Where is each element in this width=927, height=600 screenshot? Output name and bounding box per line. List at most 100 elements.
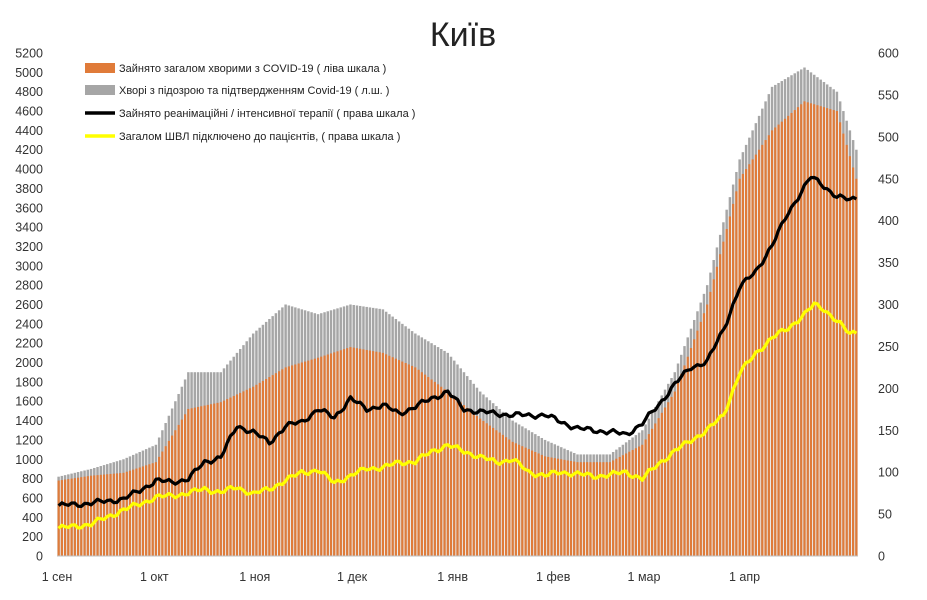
bar-occupied [683, 365, 686, 556]
x-tick-label: 1 ноя [239, 570, 270, 584]
y-left-tick-label: 0 [36, 550, 43, 564]
y-right-tick-label: 550 [878, 88, 899, 102]
bar-occupied [696, 330, 699, 556]
bar-occupied [472, 413, 475, 556]
bar-occupied [67, 479, 70, 556]
bar-occupied [193, 407, 196, 556]
bar-occupied [569, 461, 573, 556]
bar-occupied [537, 453, 540, 556]
y-left-tick-label: 2600 [15, 298, 43, 312]
bar-occupied [89, 475, 93, 556]
bar-occupied [391, 357, 394, 556]
x-tick-label: 1 янв [437, 570, 468, 584]
bar-occupied [816, 105, 819, 556]
bar-occupied [93, 475, 96, 556]
bar-occupied [86, 476, 89, 556]
bar-occupied [845, 144, 848, 556]
y-axis-right: 0 50 100 150 200 250 300 350 400 450 500 550 600 [878, 47, 899, 564]
legend-label: Зайнято загалом хворими з COVID-19 ( лів… [119, 63, 386, 75]
bar-occupied [213, 403, 216, 556]
bar-occupied [297, 363, 300, 556]
bar-occupied [852, 167, 855, 556]
bar-occupied [346, 348, 349, 556]
bar-occupied [492, 427, 495, 556]
bar-occupied [621, 455, 624, 556]
bar-occupied [287, 366, 290, 556]
bar-occupied [190, 408, 193, 556]
bar-occupied [398, 360, 401, 556]
bar-occupied [229, 397, 232, 556]
bar-occupied [560, 459, 563, 556]
bar-occupied [680, 374, 683, 556]
bar-occupied [83, 476, 86, 556]
bar-occupied [725, 229, 728, 557]
bar-occupied [417, 369, 420, 556]
bar-occupied [333, 352, 336, 556]
bar-occupied [835, 111, 839, 556]
bar-occupied [855, 178, 858, 556]
bar-occupied [449, 394, 453, 556]
y-left-tick-label: 800 [22, 472, 43, 486]
bar-occupied [625, 453, 628, 556]
bar-occupied [222, 400, 226, 556]
bar-occupied [281, 369, 284, 556]
bar-occupied [226, 399, 229, 556]
bar-occupied [427, 377, 430, 556]
bar-occupied [783, 118, 787, 556]
bar-occupied [187, 408, 190, 556]
bar-occupied [433, 381, 436, 556]
bar-occupied [232, 396, 235, 556]
bar-occupied [446, 391, 449, 556]
bar-occupied [803, 101, 806, 557]
bar-occupied [573, 461, 576, 556]
bar-occupied [676, 382, 680, 556]
y-right-tick-label: 500 [878, 130, 899, 144]
bar-occupied [388, 355, 391, 556]
bar-occupied [595, 462, 599, 556]
y-left-tick-label: 400 [22, 511, 43, 525]
bar-occupied [670, 396, 673, 556]
bar-occupied [271, 375, 274, 556]
bar-occupied [70, 478, 73, 556]
bar-occupied [180, 419, 183, 556]
bar-occupied [339, 350, 342, 556]
bar-occupied [245, 389, 248, 556]
bar-occupied [209, 404, 213, 556]
y-left-tick-label: 4600 [15, 105, 43, 119]
series-icu-line [57, 175, 858, 508]
bar-occupied [430, 379, 433, 556]
bar-occupied [352, 347, 355, 556]
bar-occupied [631, 449, 634, 556]
legend: Зайнято загалом хворими з COVID-19 ( лів… [85, 63, 415, 143]
legend-label: Зайнято реанімаційні / інтенсивної терап… [119, 108, 415, 120]
bar-occupied [316, 357, 320, 556]
bar-occupied [80, 477, 83, 556]
y-left-tick-label: 1800 [15, 375, 43, 389]
y-left-tick-label: 4800 [15, 85, 43, 99]
bar-occupied [138, 467, 141, 556]
bar-occupied [780, 121, 783, 557]
bar-occupied [832, 110, 835, 556]
bar-occupied [839, 122, 842, 556]
bar-occupied [524, 447, 527, 556]
bar-occupied [320, 356, 323, 556]
bar-occupied [323, 355, 326, 556]
y-left-tick-label: 3000 [15, 259, 43, 273]
bar-occupied [469, 410, 472, 556]
chart-title: Київ [430, 16, 496, 54]
bar-occupied [543, 456, 547, 556]
bar-occupied [135, 468, 138, 556]
bar-occupied [132, 469, 135, 556]
bar-occupied [576, 462, 579, 556]
bar-occupied [206, 404, 209, 556]
bar-occupied [216, 402, 219, 556]
bar-occupied [793, 110, 796, 556]
bar-occupied [336, 351, 339, 556]
bar-occupied [482, 420, 485, 556]
bar-occupied [443, 389, 446, 556]
bar-occupied [634, 448, 637, 556]
bar-occupied [164, 446, 167, 556]
bar-occupied [261, 380, 265, 556]
bar-occupied [73, 478, 76, 556]
